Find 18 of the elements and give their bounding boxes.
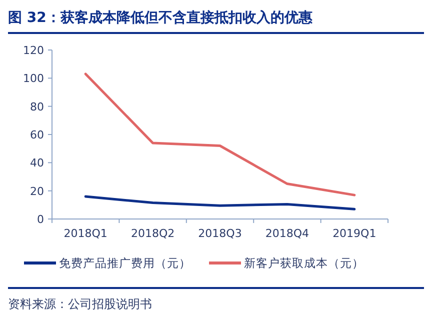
legend-label: 新客户获取成本（元） <box>244 256 364 270</box>
x-tick-label: 2018Q4 <box>265 227 310 240</box>
y-tick-label: 80 <box>30 100 44 114</box>
legend-label: 免费产品推广费用（元） <box>59 256 191 270</box>
chart-title: 图 32：获客成本降低但不含直接抵扣收入的优惠 <box>8 9 314 26</box>
y-tick-label: 40 <box>30 156 44 170</box>
x-tick-label: 2018Q2 <box>130 227 175 240</box>
x-tick-label: 2019Q1 <box>332 227 376 240</box>
y-tick-label: 0 <box>37 213 44 226</box>
y-tick-label: 20 <box>30 184 44 198</box>
text: 资料来源：公司招股说明书 <box>8 297 152 311</box>
y-tick-label: 60 <box>30 128 44 142</box>
x-tick-label: 2018Q3 <box>198 227 242 240</box>
x-tick-label: 2018Q1 <box>64 227 108 240</box>
y-tick-label: 100 <box>23 72 44 86</box>
line-series <box>84 195 356 210</box>
y-tick-label: 120 <box>23 44 44 57</box>
line-series <box>84 72 356 196</box>
